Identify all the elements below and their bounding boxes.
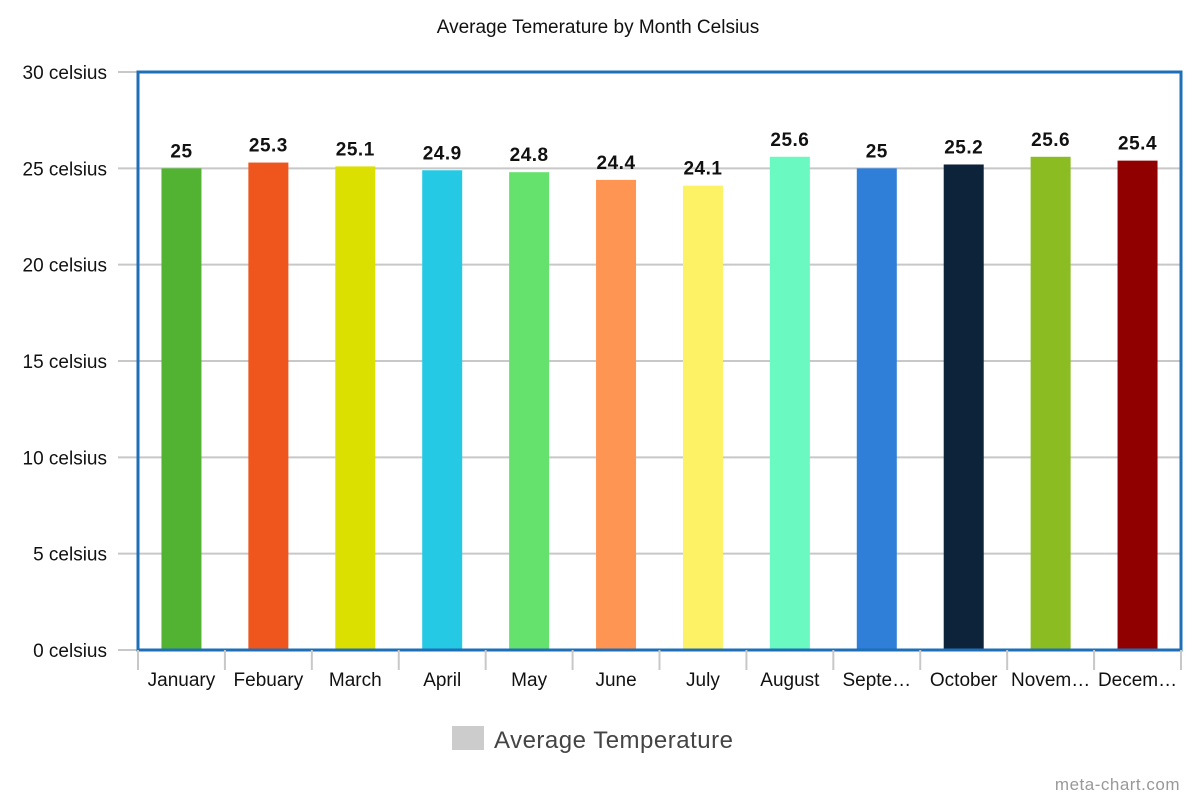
bar[interactable] bbox=[248, 162, 289, 650]
x-tick-label: Novem… bbox=[1011, 670, 1090, 691]
y-axis: 0 celsius 5 celsius 10 celsius 15 celsius 20… bbox=[23, 63, 138, 662]
x-tick-label: May bbox=[511, 670, 547, 691]
y-tick-label: 20 celsius bbox=[23, 256, 108, 277]
x-tick-label: Septe… bbox=[842, 670, 911, 691]
y-tick-label: 25 celsius bbox=[23, 159, 108, 180]
data-label: 24.4 bbox=[597, 153, 636, 174]
bar[interactable] bbox=[161, 168, 202, 651]
bar[interactable] bbox=[596, 179, 637, 651]
data-label: 25.2 bbox=[944, 137, 983, 158]
x-tick-label: August bbox=[760, 670, 820, 691]
data-label: 25.6 bbox=[770, 130, 809, 151]
y-tick-label: 0 celsius bbox=[33, 641, 107, 662]
y-tick-label: 30 celsius bbox=[23, 63, 108, 84]
data-label: 25.6 bbox=[1031, 130, 1070, 151]
x-axis: January Febuary March April May June July Augus… bbox=[137, 650, 1182, 691]
bar[interactable] bbox=[1117, 160, 1158, 651]
data-label: 25 bbox=[170, 141, 192, 162]
bar[interactable] bbox=[1030, 156, 1071, 651]
legend-label: Average Temperature bbox=[494, 727, 733, 754]
data-labels: 25 25.3 25.1 24.9 24.8 24.4 24.1 25.6 25 25.2 25.6… bbox=[170, 130, 1157, 180]
data-label: 25.3 bbox=[249, 136, 288, 157]
bar[interactable] bbox=[682, 185, 723, 650]
data-label: 24.9 bbox=[423, 143, 462, 164]
bars bbox=[161, 156, 1158, 651]
data-label: 24.1 bbox=[683, 159, 722, 180]
bar[interactable] bbox=[509, 172, 550, 651]
data-label: 25 bbox=[866, 141, 888, 162]
x-tick-label: March bbox=[329, 670, 382, 691]
x-tick-label: July bbox=[686, 670, 720, 691]
x-tick-label: January bbox=[148, 670, 216, 691]
chart-title: Average Temerature by Month Celsius bbox=[437, 17, 759, 38]
y-tick-label: 15 celsius bbox=[23, 352, 108, 373]
y-tick-label: 10 celsius bbox=[23, 448, 108, 469]
bar[interactable] bbox=[943, 164, 984, 651]
bar[interactable] bbox=[335, 166, 376, 650]
x-tick-label: Decem… bbox=[1098, 670, 1177, 691]
grid-layer bbox=[138, 71, 1181, 651]
bar[interactable] bbox=[422, 170, 463, 650]
data-label: 25.4 bbox=[1118, 134, 1157, 155]
x-tick-label: Febuary bbox=[234, 670, 304, 691]
legend[interactable]: Average Temperature bbox=[452, 726, 733, 754]
bar[interactable] bbox=[856, 168, 897, 651]
bar[interactable] bbox=[769, 156, 810, 651]
credit-text[interactable]: meta-chart.com bbox=[1055, 775, 1180, 794]
y-tick-label: 5 celsius bbox=[33, 545, 107, 566]
x-tick-label: June bbox=[595, 670, 636, 691]
x-tick-label: April bbox=[423, 670, 461, 691]
legend-swatch bbox=[452, 726, 484, 750]
x-tick-label: October bbox=[930, 670, 998, 691]
data-label: 24.8 bbox=[510, 145, 549, 166]
data-label: 25.1 bbox=[336, 139, 375, 160]
